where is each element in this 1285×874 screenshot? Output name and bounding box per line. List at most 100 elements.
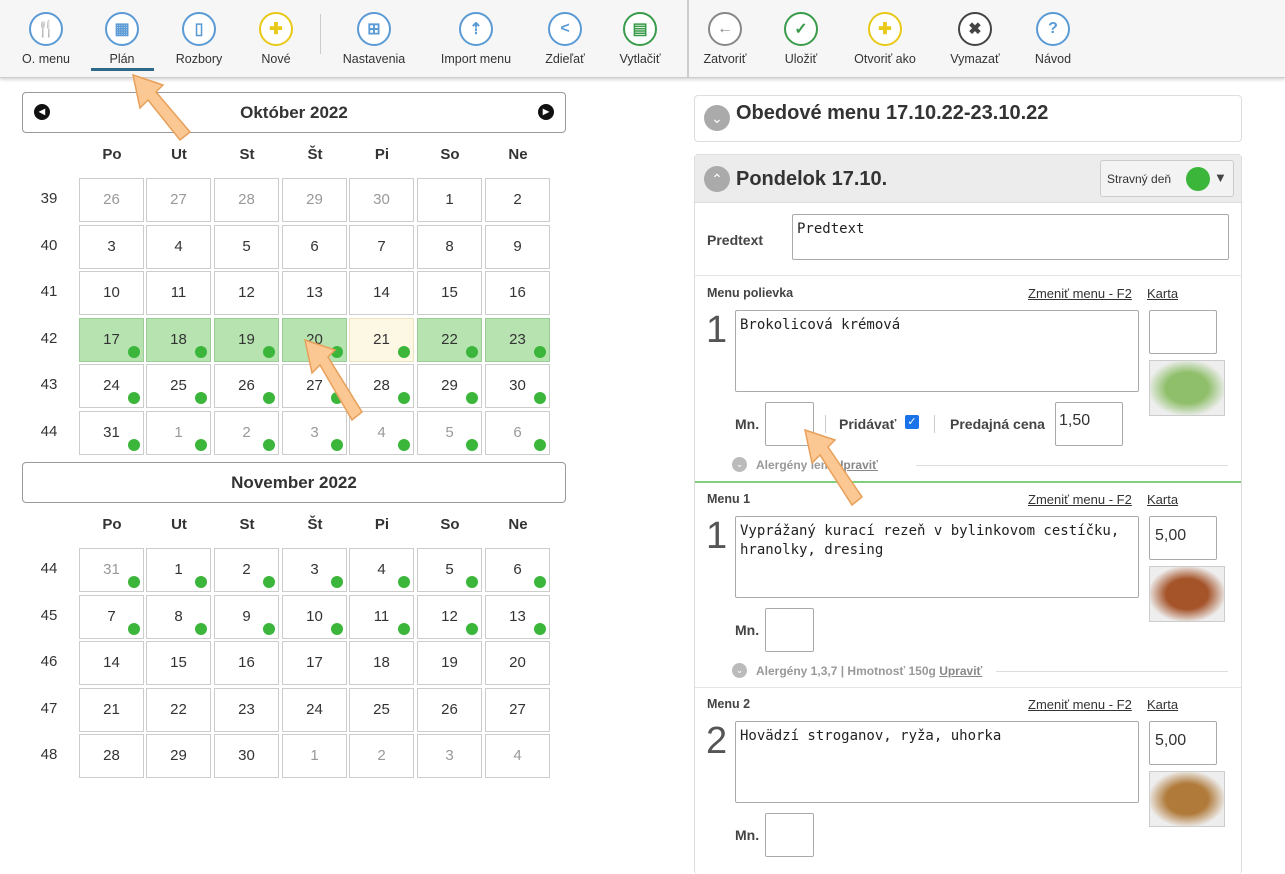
chevron-down-icon[interactable]: ⌄ [732, 663, 747, 678]
calendar-day[interactable]: 27 [485, 687, 550, 732]
next-month-button[interactable]: ▶ [538, 104, 554, 120]
calendar-day[interactable]: 6 [282, 224, 347, 269]
calendar-day[interactable]: 8 [417, 224, 482, 269]
calendar-day[interactable]: 29 [146, 734, 211, 779]
card-link[interactable]: Karta [1147, 697, 1179, 712]
calendar-day[interactable]: 9 [485, 224, 550, 269]
calendar-day[interactable]: 20 [485, 641, 550, 686]
quantity-input[interactable] [765, 813, 814, 857]
calendar-day[interactable]: 2 [349, 734, 414, 779]
calendar-day[interactable]: 5 [417, 548, 482, 592]
vymaza--button[interactable]: ✖ Vymazať [930, 12, 1020, 66]
pl-n-button[interactable]: ▦ Plán [77, 12, 167, 66]
calendar-day[interactable]: 18 [349, 641, 414, 686]
calendar-day[interactable]: 19 [417, 641, 482, 686]
calendar-day[interactable]: 28 [214, 178, 279, 222]
calendar-day[interactable]: 21 [349, 317, 414, 362]
calendar-day[interactable]: 6 [485, 411, 550, 455]
calendar-day[interactable]: 10 [282, 594, 347, 639]
calendar-day[interactable]: 3 [282, 548, 347, 592]
calendar-day[interactable]: 7 [349, 224, 414, 269]
calendar-day[interactable]: 26 [79, 178, 144, 222]
change-menu-link[interactable]: Zmeniť menu - F2 [1028, 286, 1132, 301]
calendar-day[interactable]: 4 [349, 411, 414, 455]
pretext-textarea[interactable]: Predtext [792, 214, 1229, 260]
zdie-a--button[interactable]: < Zdieľať [520, 12, 610, 66]
price-input[interactable]: 5,00 [1149, 516, 1217, 560]
calendar-day[interactable]: 29 [282, 178, 347, 222]
import-menu-button[interactable]: ⇡ Import menu [431, 12, 521, 66]
otvori-ako-button[interactable]: ✚ Otvoriť ako [840, 12, 930, 66]
calendar-day[interactable]: 1 [146, 411, 211, 455]
ulo-i--button[interactable]: ✓ Uložiť [756, 12, 846, 66]
calendar-day[interactable]: 8 [146, 594, 211, 639]
calendar-day[interactable]: 13 [485, 594, 550, 639]
card-link[interactable]: Karta [1147, 286, 1179, 301]
n-vod-button[interactable]: ? Návod [1008, 12, 1098, 66]
menu-text-textarea[interactable]: Hovädzí stroganov, ryža, uhorka [735, 721, 1139, 803]
sale-price-input[interactable]: 1,50 [1055, 402, 1123, 446]
calendar-day[interactable]: 23 [485, 317, 550, 362]
calendar-day[interactable]: 25 [146, 364, 211, 409]
calendar-day[interactable]: 6 [485, 548, 550, 592]
calendar-day[interactable]: 24 [79, 364, 144, 409]
edit-allergens-link[interactable]: Upraviť [939, 664, 983, 678]
calendar-day[interactable]: 18 [146, 317, 211, 362]
calendar-day[interactable]: 30 [214, 734, 279, 779]
calendar-day[interactable]: 3 [282, 411, 347, 455]
calendar-day[interactable]: 30 [485, 364, 550, 409]
calendar-day[interactable]: 4 [146, 224, 211, 269]
calendar-day[interactable]: 9 [214, 594, 279, 639]
price-input[interactable]: 5,00 [1149, 721, 1217, 765]
o-menu-button[interactable]: 🍴 O. menu [1, 12, 91, 66]
change-menu-link[interactable]: Zmeniť menu - F2 [1028, 492, 1132, 507]
calendar-day[interactable]: 28 [349, 364, 414, 409]
chevron-down-icon[interactable]: ⌄ [732, 457, 747, 472]
calendar-day[interactable]: 28 [79, 734, 144, 779]
chevron-down-icon[interactable]: ⌄ [704, 105, 730, 131]
calendar-day[interactable]: 22 [146, 687, 211, 732]
calendar-day[interactable]: 11 [349, 594, 414, 639]
calendar-day[interactable]: 29 [417, 364, 482, 409]
calendar-day[interactable]: 16 [485, 271, 550, 316]
calendar-day[interactable]: 12 [417, 594, 482, 639]
chevron-up-icon[interactable]: ⌃ [704, 166, 730, 192]
quantity-input[interactable] [765, 402, 814, 446]
calendar-day[interactable]: 17 [79, 317, 144, 362]
calendar-day[interactable]: 11 [146, 271, 211, 316]
calendar-day[interactable]: 2 [214, 548, 279, 592]
calendar-day[interactable]: 23 [214, 687, 279, 732]
calendar-day[interactable]: 1 [417, 178, 482, 222]
calendar-day[interactable]: 3 [417, 734, 482, 779]
calendar-day[interactable]: 19 [214, 317, 279, 362]
calendar-day[interactable]: 4 [349, 548, 414, 592]
calendar-day[interactable]: 1 [146, 548, 211, 592]
calendar-day[interactable]: 26 [214, 364, 279, 409]
nov--button[interactable]: ✚ Nové [231, 12, 321, 66]
calendar-day[interactable]: 12 [214, 271, 279, 316]
change-menu-link[interactable]: Zmeniť menu - F2 [1028, 697, 1132, 712]
calendar-day[interactable]: 2 [485, 178, 550, 222]
rozbory-button[interactable]: ▯ Rozbory [154, 12, 244, 66]
calendar-day[interactable]: 7 [79, 594, 144, 639]
calendar-day[interactable]: 15 [146, 641, 211, 686]
prev-month-button[interactable]: ◀ [34, 104, 50, 120]
calendar-day[interactable]: 27 [146, 178, 211, 222]
price-input[interactable] [1149, 310, 1217, 354]
menu-text-textarea[interactable]: Brokolicová krémová [735, 310, 1139, 392]
calendar-day[interactable]: 25 [349, 687, 414, 732]
calendar-day[interactable]: 31 [79, 548, 144, 592]
menu-header-panel[interactable]: ⌄ Obedové menu 17.10.22-23.10.22 [694, 95, 1242, 142]
calendar-day[interactable]: 5 [417, 411, 482, 455]
calendar-day[interactable]: 22 [417, 317, 482, 362]
calendar-day[interactable]: 14 [79, 641, 144, 686]
calendar-day[interactable]: 16 [214, 641, 279, 686]
calendar-day[interactable]: 5 [214, 224, 279, 269]
calendar-day[interactable]: 1 [282, 734, 347, 779]
nastavenia-button[interactable]: ⊞ Nastavenia [329, 12, 419, 66]
calendar-day[interactable]: 2 [214, 411, 279, 455]
calendar-day[interactable]: 31 [79, 411, 144, 455]
calendar-day[interactable]: 13 [282, 271, 347, 316]
day-type-select[interactable]: Stravný deň ▼ [1100, 160, 1234, 197]
vytla-i--button[interactable]: ▤ Vytlačiť [595, 12, 685, 66]
